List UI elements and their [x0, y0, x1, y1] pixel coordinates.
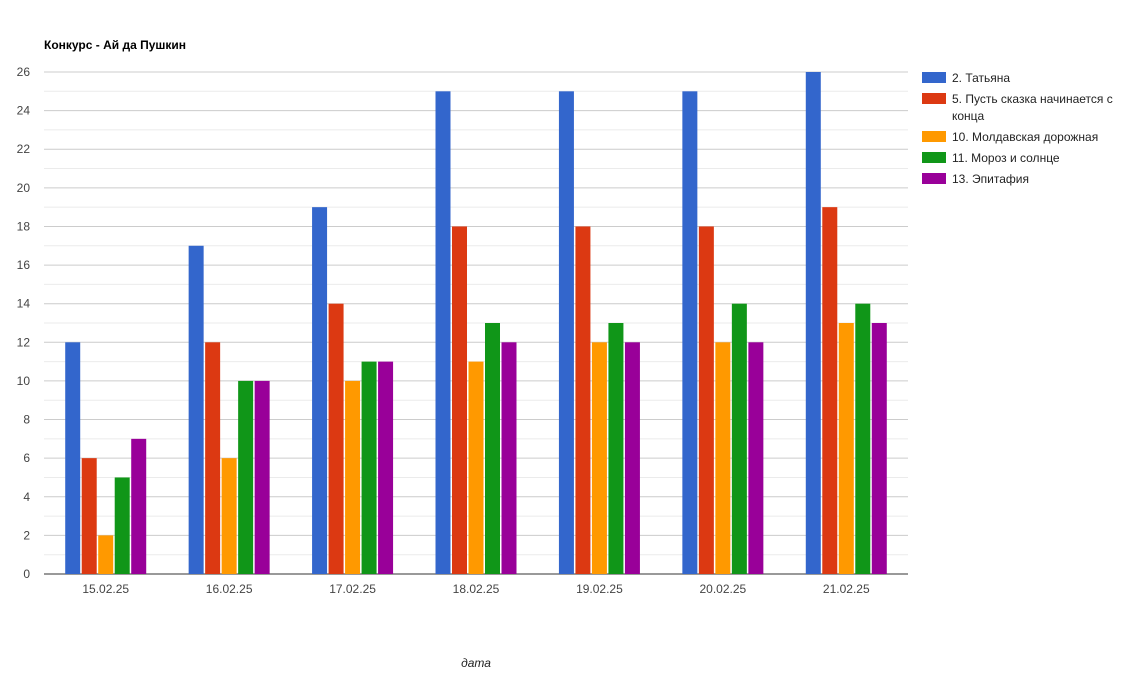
- y-tick-label: 14: [17, 297, 31, 311]
- legend-swatch: [922, 152, 946, 163]
- bar-1-4[interactable]: [435, 91, 451, 575]
- legend-label: 5. Пусть сказка начинается с конца: [952, 92, 1113, 123]
- x-tick-label: 20.02.25: [699, 582, 746, 596]
- bar-5-4[interactable]: [501, 342, 517, 574]
- y-tick-label: 12: [17, 335, 31, 349]
- bar-3-2[interactable]: [221, 458, 237, 574]
- y-tick-label: 6: [23, 451, 30, 465]
- y-tick-label: 10: [17, 374, 31, 388]
- bar-5-6[interactable]: [748, 342, 764, 574]
- y-tick-label: 0: [23, 567, 30, 581]
- legend-swatch: [922, 72, 946, 83]
- bar-1-1[interactable]: [65, 342, 81, 574]
- y-tick-label: 2: [23, 528, 30, 542]
- x-tick-label: 21.02.25: [823, 582, 870, 596]
- bar-2-2[interactable]: [205, 342, 221, 574]
- y-tick-label: 16: [17, 258, 31, 272]
- bar-3-3[interactable]: [345, 380, 361, 574]
- legend-item[interactable]: 2. Татьяна: [922, 71, 1010, 85]
- bar-3-4[interactable]: [468, 361, 484, 574]
- bar-3-6[interactable]: [715, 342, 731, 574]
- bar-5-2[interactable]: [254, 380, 270, 574]
- bar-4-4[interactable]: [485, 323, 500, 574]
- bar-1-5[interactable]: [558, 91, 574, 575]
- x-tick-label: 19.02.25: [576, 582, 623, 596]
- bar-5-1[interactable]: [131, 438, 147, 574]
- legend-item[interactable]: 5. Пусть сказка начинается с конца: [922, 92, 1113, 123]
- legend-item[interactable]: 13. Эпитафия: [922, 172, 1029, 186]
- bar-1-3[interactable]: [312, 207, 328, 574]
- legend-item[interactable]: 10. Молдавская дорожная: [922, 130, 1098, 144]
- legend-label: 13. Эпитафия: [952, 172, 1029, 186]
- legend: 2. Татьяна 5. Пусть сказка начинается с ко…: [922, 71, 1113, 186]
- bar-2-4[interactable]: [452, 226, 467, 574]
- bar-3-7[interactable]: [838, 323, 854, 574]
- bar-2-3[interactable]: [328, 303, 344, 574]
- legend-item[interactable]: 11. Мороз и солнце: [922, 151, 1060, 165]
- legend-label: 11. Мороз и солнце: [952, 151, 1060, 165]
- y-tick-label: 20: [17, 181, 31, 195]
- y-tick-label: 8: [23, 413, 30, 427]
- bar-2-5[interactable]: [575, 226, 591, 574]
- bar-4-3[interactable]: [361, 361, 377, 574]
- bar-5-7[interactable]: [871, 323, 887, 574]
- bar-1-7[interactable]: [805, 72, 821, 574]
- x-tick-label: 18.02.25: [453, 582, 500, 596]
- x-axis-label: дата: [461, 656, 491, 670]
- bar-4-5[interactable]: [608, 323, 624, 574]
- bar-4-7[interactable]: [855, 303, 871, 574]
- bar-1-6[interactable]: [682, 91, 698, 575]
- bar-3-5[interactable]: [591, 342, 607, 574]
- bar-4-1[interactable]: [114, 477, 130, 574]
- y-tick-label: 24: [17, 104, 31, 118]
- x-tick-label: 17.02.25: [329, 582, 376, 596]
- legend-swatch: [922, 173, 946, 184]
- legend-label: 2. Татьяна: [952, 71, 1010, 85]
- chart-title: Конкурс - Ай да Пушкин: [44, 38, 186, 52]
- x-tick-label: 15.02.25: [82, 582, 129, 596]
- bar-5-5[interactable]: [624, 342, 640, 574]
- bar-3-1[interactable]: [98, 535, 114, 574]
- bar-2-6[interactable]: [698, 226, 714, 574]
- y-tick-label: 22: [17, 142, 31, 156]
- legend-swatch: [922, 93, 946, 104]
- bar-5-3[interactable]: [378, 361, 394, 574]
- grid: [44, 71, 908, 575]
- bar-4-6[interactable]: [731, 303, 747, 574]
- bar-2-1[interactable]: [81, 458, 97, 574]
- bar-2-7[interactable]: [822, 207, 838, 574]
- bar-1-2[interactable]: [188, 245, 204, 574]
- x-tick-label: 16.02.25: [206, 582, 253, 596]
- bars: [65, 72, 887, 575]
- y-tick-label: 4: [23, 490, 30, 504]
- legend-label: 10. Молдавская дорожная: [952, 130, 1098, 144]
- y-tick-label: 18: [17, 219, 31, 233]
- bar-4-2[interactable]: [238, 380, 254, 574]
- legend-swatch: [922, 131, 946, 142]
- y-tick-label: 26: [17, 65, 31, 79]
- x-axis: 15.02.25 16.02.25 17.02.25 18.02.25 19.02.25…: [82, 582, 870, 596]
